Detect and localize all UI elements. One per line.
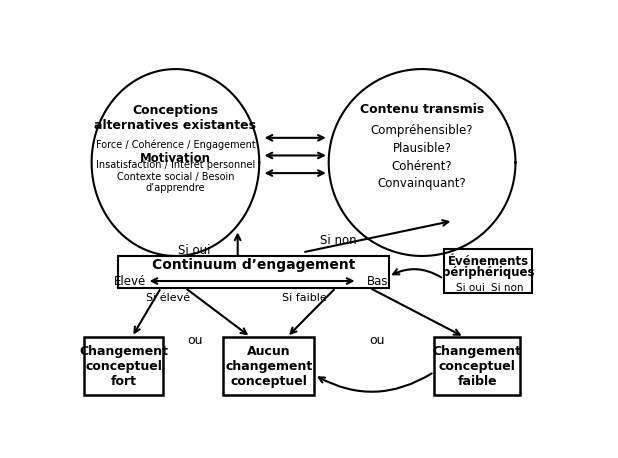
Text: périphériques: périphériques [442,267,534,279]
Text: Si non: Si non [491,284,523,294]
Text: Changement
conceptuel
faible: Changement conceptuel faible [433,345,522,387]
Text: Élevé: Élevé [114,274,146,288]
Text: Continuum d’engagement: Continuum d’engagement [151,258,355,272]
Text: Si élevé: Si élevé [146,293,190,303]
Text: Conceptions
alternatives existantes: Conceptions alternatives existantes [95,104,256,132]
Text: Changement
conceptuel
fort: Changement conceptuel fort [80,345,169,387]
Text: Si oui: Si oui [456,284,485,294]
Text: Cohérent?: Cohérent? [392,159,452,173]
Text: Si non: Si non [320,234,357,246]
Text: Force / Cohérence / Engagement: Force / Cohérence / Engagement [96,140,255,150]
Text: Événements: Événements [447,255,528,268]
Text: Motivation: Motivation [140,153,211,165]
Text: Insatisfaction / Intérêt personnel
Contexte social / Besoin
d’apprendre: Insatisfaction / Intérêt personnel Conte… [96,160,255,193]
Text: Bas: Bas [367,274,389,288]
Text: Plausible?: Plausible? [392,142,452,155]
Text: ou: ou [369,334,384,347]
Text: Aucun
changement
conceptuel: Aucun changement conceptuel [225,345,313,387]
Text: Compréhensible?: Compréhensible? [371,124,473,137]
Text: Contenu transmis: Contenu transmis [360,103,485,116]
Text: Si oui: Si oui [179,244,211,257]
Text: Si faible: Si faible [282,293,327,303]
Text: ou: ou [187,334,202,347]
Text: Convainquant?: Convainquant? [378,177,467,190]
